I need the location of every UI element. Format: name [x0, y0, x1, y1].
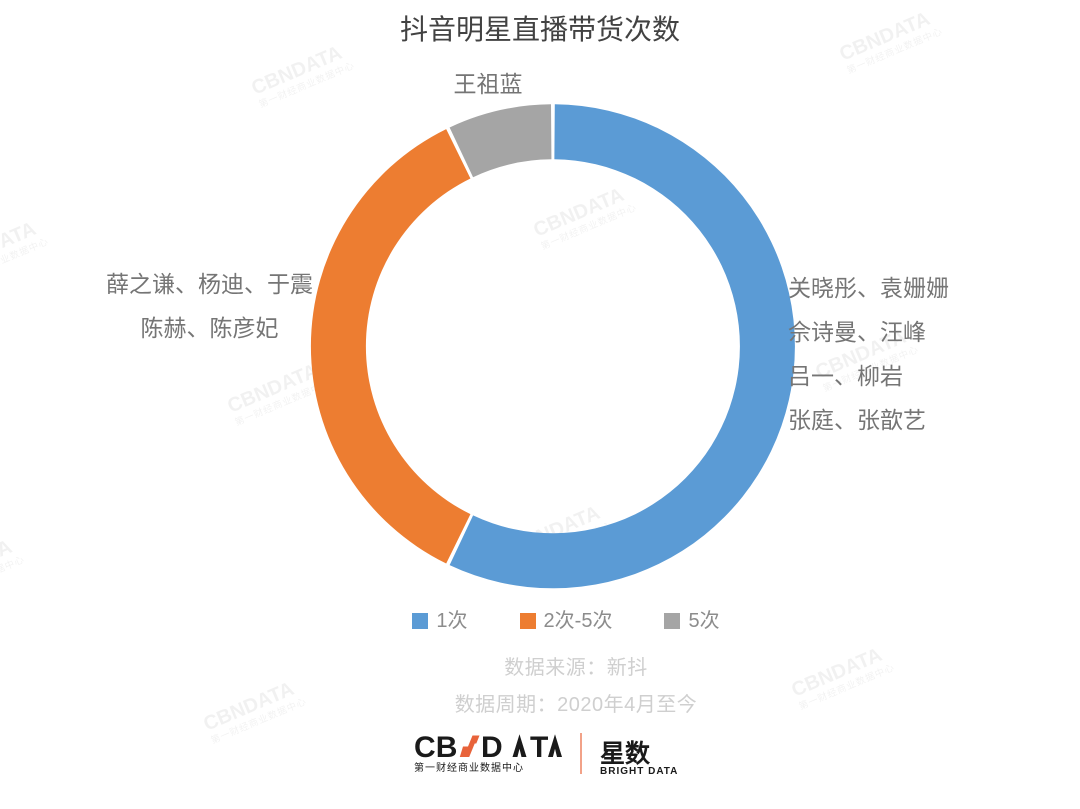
svg-text:C: C [414, 731, 436, 764]
svg-text:D: D [481, 731, 503, 764]
svg-text:第一财经商业数据中心: 第一财经商业数据中心 [414, 761, 524, 774]
svg-text:B: B [436, 731, 458, 764]
svg-text:T: T [530, 731, 548, 764]
svg-text:BRIGHT DATA: BRIGHT DATA [600, 766, 678, 777]
svg-text:星数: 星数 [600, 740, 651, 768]
